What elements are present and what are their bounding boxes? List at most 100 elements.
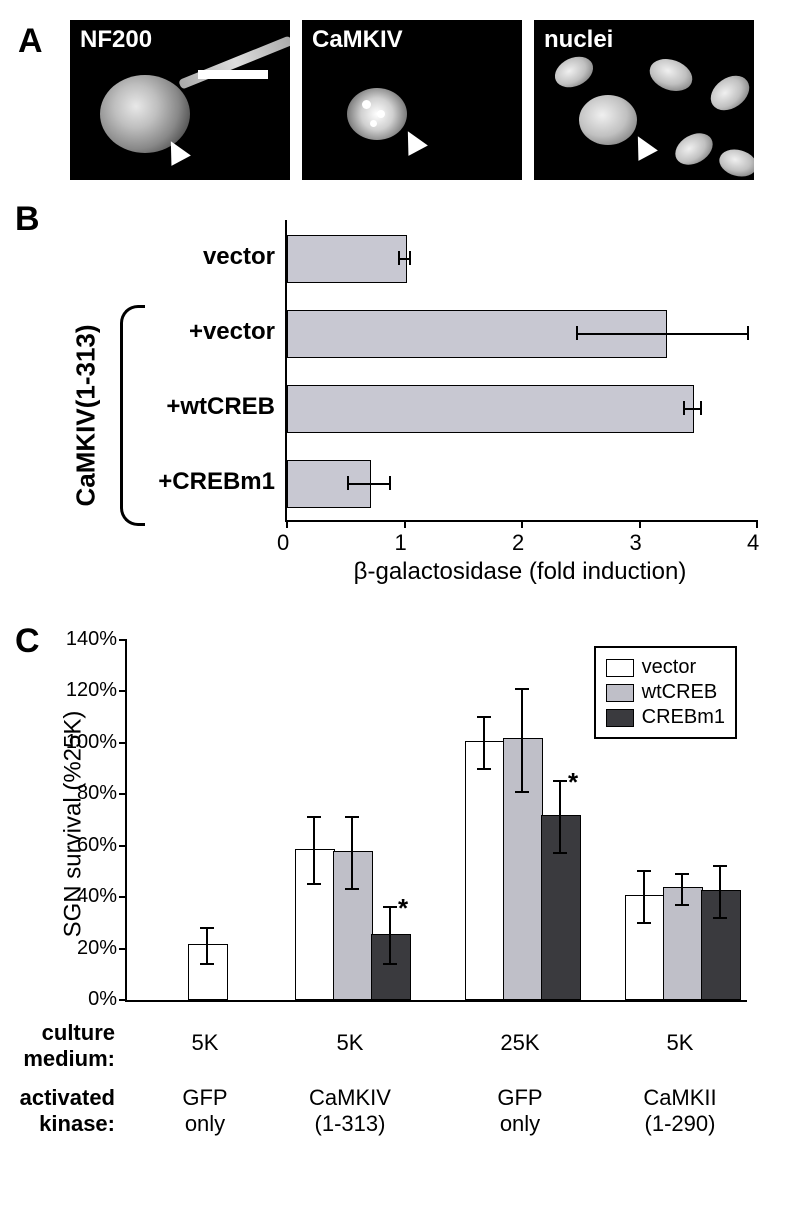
error-cap	[383, 906, 397, 908]
x-tick-label: 3	[630, 530, 642, 556]
x-group-medium: 5K	[300, 1030, 400, 1056]
error-cap	[675, 904, 689, 906]
panel-c-plot: vector wtCREB CREBm1 0%20%40%60%80%100%1…	[125, 640, 747, 1002]
error-cap	[515, 791, 529, 793]
error-cap	[389, 476, 391, 490]
error-cap	[345, 888, 359, 890]
error-bar	[577, 333, 747, 335]
micrograph-nuclei: nuclei	[534, 20, 754, 180]
error-cap	[683, 401, 685, 415]
error-cap	[675, 873, 689, 875]
b-bar-label-0: vector	[155, 243, 275, 271]
error-cap	[637, 870, 651, 872]
b-bar-label-2: +wtCREB	[135, 393, 275, 421]
error-cap	[576, 326, 578, 340]
error-cap	[347, 476, 349, 490]
y-tick-label: 0%	[57, 988, 117, 1011]
error-cap	[307, 883, 321, 885]
x-group-kinase: GFPonly	[145, 1085, 265, 1138]
x-group-kinase: CaMKII(1-290)	[620, 1085, 740, 1138]
error-cap	[383, 963, 397, 965]
error-bar	[483, 717, 485, 768]
error-cap	[713, 865, 727, 867]
y-tick-label: 40%	[57, 885, 117, 908]
panel-b-plot: 01234	[285, 220, 757, 522]
bar	[295, 849, 335, 1000]
error-cap	[553, 780, 567, 782]
x-group-medium: 5K	[155, 1030, 255, 1056]
y-tick-label: 120%	[57, 679, 117, 702]
panel-a-label: A	[18, 22, 43, 61]
error-cap	[553, 852, 567, 854]
significance-star: *	[398, 893, 408, 924]
y-tick-label: 80%	[57, 782, 117, 805]
error-cap	[409, 251, 411, 265]
speckle	[377, 110, 385, 118]
bar	[333, 851, 373, 1000]
legend-swatch	[606, 684, 634, 702]
bracket-label: CaMKIV(1-313)	[71, 324, 102, 506]
y-tick	[119, 742, 127, 744]
legend-item: wtCREB	[606, 681, 725, 704]
error-bar	[643, 871, 645, 922]
x-tick	[521, 520, 523, 528]
arrowhead-icon	[398, 126, 428, 156]
x-tick	[404, 520, 406, 528]
error-bar	[348, 483, 390, 485]
nf200-axon	[178, 35, 290, 89]
arrowhead-icon	[628, 131, 658, 161]
micrograph-camkiv: CaMKIV	[302, 20, 522, 180]
bar	[188, 944, 228, 1000]
error-cap	[345, 816, 359, 818]
error-bar	[206, 928, 208, 964]
error-cap	[477, 716, 491, 718]
panel-c-label: C	[15, 622, 40, 661]
nucleus	[670, 127, 719, 171]
error-bar	[389, 907, 391, 964]
legend-item: CREBm1	[606, 706, 725, 729]
y-tick	[119, 793, 127, 795]
x-group-medium: 5K	[630, 1030, 730, 1056]
significance-star: *	[568, 767, 578, 798]
y-tick-label: 140%	[57, 628, 117, 651]
panel-b-xtitle: β-galactosidase (fold induction)	[285, 558, 755, 586]
error-cap	[700, 401, 702, 415]
bar	[625, 895, 665, 1000]
error-cap	[637, 922, 651, 924]
figure: A NF200 CaMKIV nuclei B	[20, 20, 780, 1190]
bar	[287, 235, 407, 283]
error-bar	[313, 817, 315, 884]
y-tick-label: 100%	[57, 731, 117, 754]
y-tick	[119, 948, 127, 950]
legend: vector wtCREB CREBm1	[594, 646, 737, 739]
speckle	[362, 100, 371, 109]
x-tick	[639, 520, 641, 528]
error-bar	[521, 689, 523, 792]
legend-label: vector	[642, 656, 696, 679]
row-kinase-title: activatedkinase:	[5, 1085, 115, 1138]
y-tick	[119, 999, 127, 1001]
error-bar	[684, 408, 700, 410]
x-group-kinase: GFPonly	[460, 1085, 580, 1138]
panel-b-label: B	[15, 200, 40, 239]
error-cap	[307, 816, 321, 818]
y-tick-label: 20%	[57, 937, 117, 960]
legend-swatch	[606, 709, 634, 727]
nucleus	[550, 51, 598, 93]
x-group-medium: 25K	[470, 1030, 570, 1056]
bar	[503, 738, 543, 1000]
bar	[371, 934, 411, 1000]
legend-label: wtCREB	[642, 681, 718, 704]
legend-item: vector	[606, 656, 725, 679]
micrograph-label: NF200	[80, 26, 152, 54]
nucleus	[716, 146, 754, 180]
error-cap	[200, 927, 214, 929]
x-tick-label: 0	[277, 530, 289, 556]
error-cap	[200, 963, 214, 965]
y-tick	[119, 639, 127, 641]
b-bar-label-1: +vector	[155, 318, 275, 346]
micrograph-label: CaMKIV	[312, 26, 403, 54]
legend-label: CREBm1	[642, 706, 725, 729]
error-bar	[351, 817, 353, 889]
nucleus	[579, 95, 637, 145]
